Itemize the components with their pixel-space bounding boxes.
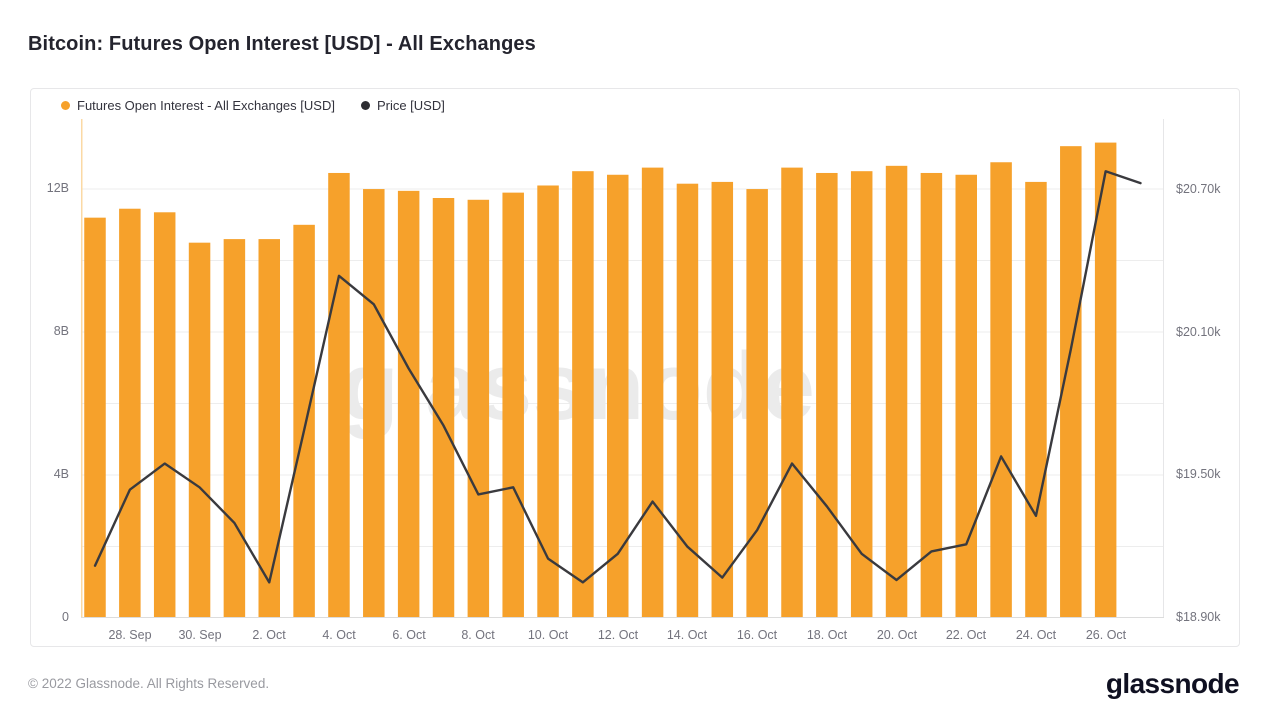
oi-bar [328,172,350,618]
oi-bar [537,185,559,618]
legend-label-open-interest: Futures Open Interest - All Exchanges [U… [77,98,335,113]
oi-bar [84,217,106,618]
price-dot-icon [360,101,370,110]
chart-svg: glassnode [81,119,1164,618]
y-axis-right-label: $18.90k [1176,610,1221,624]
copyright-text: © 2022 Glassnode. All Rights Reserved. [28,676,270,691]
oi-bar [223,239,246,618]
oi-bar [816,172,838,618]
legend-item-open-interest[interactable]: Futures Open Interest - All Exchanges [U… [61,98,335,113]
oi-bar [920,172,943,618]
x-axis-label: 18. Oct [806,628,848,642]
oi-bar [397,190,420,618]
oi-bar [572,171,594,618]
oi-bar [1094,142,1117,618]
x-axis-label: 30. Sep [178,628,222,642]
y-axis-left-label: 12B [46,181,69,195]
x-axis-label: 10. Oct [527,628,569,642]
chart-plot-area: glassnode [81,119,1164,618]
y-axis-right-label: $20.10k [1176,325,1221,339]
oi-bar [153,212,176,618]
glassnode-logo[interactable]: glassnode [1105,668,1240,699]
y-axis-left-label: 4B [53,467,69,481]
x-axis-label: 8. Oct [461,628,495,642]
oi-bar [781,167,803,618]
x-axis-label: 6. Oct [392,628,426,642]
oi-bar [607,174,629,618]
x-axis-label: 12. Oct [597,628,639,642]
chart-card: Futures Open Interest - All Exchanges [U… [30,88,1240,647]
x-axis-label: 14. Oct [666,628,708,642]
oi-bar [293,224,315,618]
chart-legend: Futures Open Interest - All Exchanges [U… [61,98,445,113]
y-axis-right-label: $19.50k [1176,467,1221,481]
x-axis-label: 28. Sep [108,628,152,642]
price-line [93,170,1142,584]
oi-bar [1025,181,1047,618]
x-axis-label: 16. Oct [736,628,778,642]
x-axis-label: 4. Oct [322,628,356,642]
page-title: Bitcoin: Futures Open Interest [USD] - A… [28,33,536,55]
oi-bar [1060,146,1082,618]
oi-bar [363,189,385,618]
x-axis-label: 24. Oct [1015,628,1057,642]
oi-bar [119,208,141,618]
y-axis-left-label: 0 [62,610,69,624]
x-axis-label: 26. Oct [1085,628,1127,642]
x-axis-label: 2. Oct [252,628,286,642]
oi-bar [502,192,524,618]
oi-bar [885,165,908,618]
oi-bar [432,198,455,618]
legend-item-price[interactable]: Price [USD] [360,98,445,113]
oi-bar [746,189,768,618]
x-axis-label: 22. Oct [945,628,987,642]
oi-bar [955,174,977,618]
oi-bar [676,183,699,618]
y-axis-right-label: $20.70k [1176,182,1221,196]
oi-bar [641,167,664,618]
oi-bar [467,199,490,618]
y-axis-left-label: 8B [53,324,69,338]
oi-bar [188,242,211,618]
oi-bar [258,239,280,618]
x-axis-label: 20. Oct [876,628,918,642]
oi-bar [850,171,873,618]
open-interest-dot-icon [61,101,70,110]
oi-bar [711,181,734,618]
oi-bar [990,162,1012,618]
legend-label-price: Price [USD] [376,98,445,113]
